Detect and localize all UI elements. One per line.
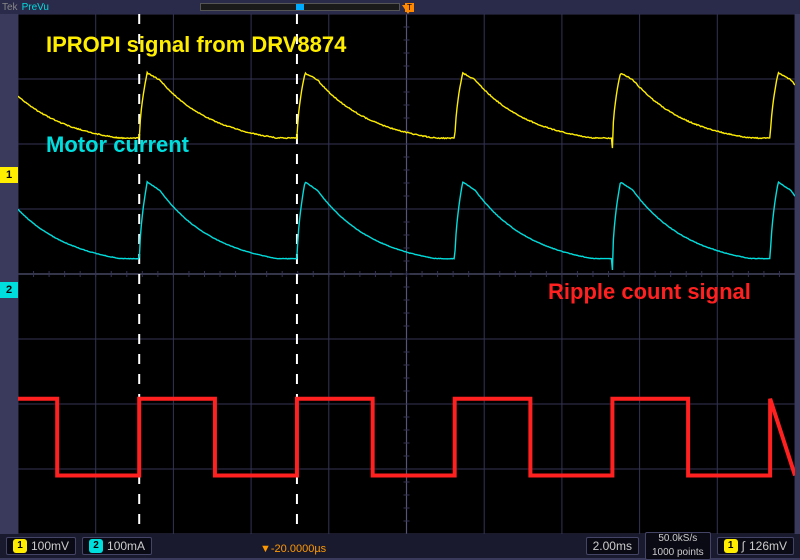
sample-points-value: 1000 points bbox=[652, 548, 704, 558]
ch2-badge: 2 bbox=[89, 539, 103, 553]
sample-rate-value: 50.0kS/s bbox=[658, 534, 697, 544]
trigger-position-marker[interactable] bbox=[402, 5, 414, 14]
ch2-scale-chip[interactable]: 2 100mA bbox=[82, 537, 152, 555]
waveform-display: IPROPI signal from DRV8874 Motor current… bbox=[18, 14, 795, 534]
delay-readout: ▼-20.0000µs bbox=[260, 543, 326, 555]
ch1-badge: 1 bbox=[13, 539, 27, 553]
ch1-scale-chip[interactable]: 1 100mV bbox=[6, 537, 76, 555]
trigger-level-value: 126mV bbox=[749, 539, 787, 553]
trigger-source-badge: 1 bbox=[724, 539, 738, 553]
timebase-value: 2.00ms bbox=[593, 539, 632, 553]
ch2-scale-value: 100mA bbox=[107, 539, 145, 553]
ch1-zero-marker[interactable]: 1 bbox=[0, 167, 18, 183]
timebase-chip[interactable]: 2.00ms bbox=[586, 537, 639, 555]
ch2-zero-marker[interactable]: 2 bbox=[0, 282, 18, 298]
rising-edge-icon: ∫ bbox=[742, 539, 745, 553]
record-indicator bbox=[200, 3, 400, 11]
mode-label: PreVu bbox=[22, 2, 49, 13]
ch1-scale-value: 100mV bbox=[31, 539, 69, 553]
sample-chip[interactable]: 50.0kS/s 1000 points bbox=[645, 532, 711, 560]
brand-label: Tek bbox=[2, 2, 18, 13]
status-bar: 1 100mV 2 100mA 2.00ms 50.0kS/s 1000 poi… bbox=[0, 534, 800, 558]
title-bar: Tek PreVu bbox=[0, 0, 800, 14]
trigger-chip[interactable]: 1 ∫ 126mV bbox=[717, 537, 794, 555]
